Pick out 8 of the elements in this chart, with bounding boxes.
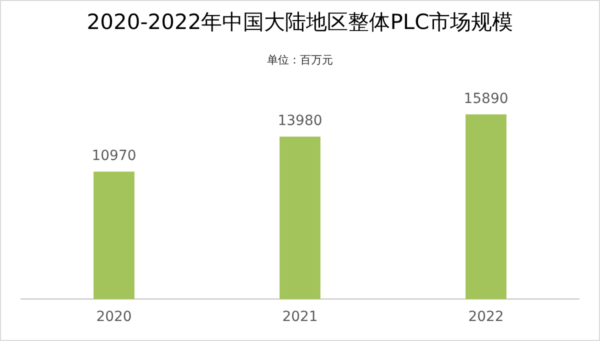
chart-title: 2020-2022年中国大陆地区整体PLC市场规模 (86, 10, 514, 34)
x-tick-label: 2021 (282, 309, 318, 326)
x-tick-label: 2020 (96, 309, 132, 326)
data-label: 15890 (464, 91, 508, 108)
chart-subtitle: 单位：百万元 (267, 54, 333, 67)
data-label: 10970 (92, 148, 136, 164)
data-label: 13980 (278, 113, 322, 130)
x-tick-label: 2022 (468, 309, 504, 326)
